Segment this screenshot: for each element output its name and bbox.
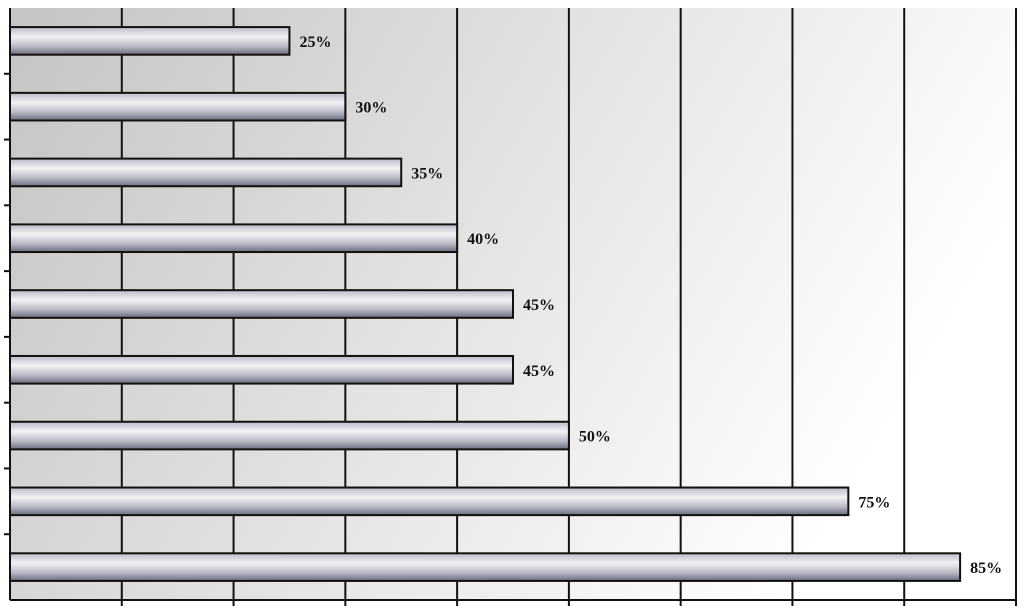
data-label: 30%	[355, 100, 387, 117]
bar	[9, 354, 514, 385]
bar	[9, 486, 850, 517]
bar	[9, 91, 347, 122]
bar	[9, 552, 962, 582]
bar	[9, 289, 514, 319]
axes	[4, 8, 1017, 606]
bars	[9, 26, 962, 582]
bar	[9, 223, 459, 254]
data-label: 75%	[858, 494, 890, 511]
data-label: 25%	[299, 34, 331, 51]
bar	[9, 26, 291, 56]
data-labels: 25% 30% 35% 40% 45% 45% 50% 75% 85%	[299, 34, 1002, 577]
bar	[9, 157, 403, 188]
data-label: 85%	[970, 560, 1002, 577]
data-label: 35%	[411, 165, 443, 182]
data-label: 45%	[523, 363, 555, 380]
data-label: 45%	[523, 297, 555, 314]
data-label: 40%	[467, 231, 499, 248]
data-label: 50%	[579, 429, 611, 446]
bar	[9, 420, 570, 451]
